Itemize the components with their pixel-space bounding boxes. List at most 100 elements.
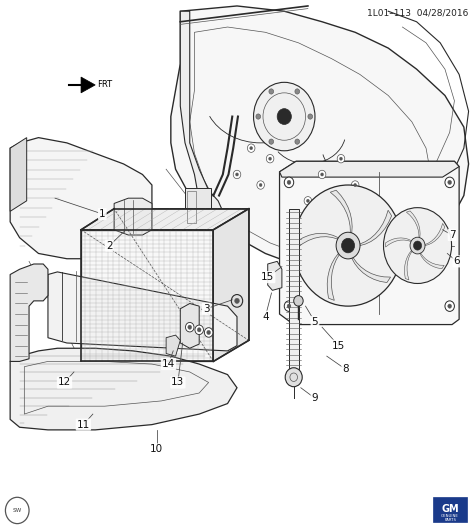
Polygon shape: [297, 233, 338, 248]
Circle shape: [342, 238, 355, 253]
Circle shape: [336, 232, 360, 259]
Circle shape: [195, 325, 203, 335]
Circle shape: [337, 155, 345, 163]
Text: 5: 5: [312, 317, 319, 327]
Text: 15: 15: [332, 341, 345, 351]
Circle shape: [295, 89, 300, 94]
Polygon shape: [280, 162, 459, 325]
Polygon shape: [330, 190, 352, 233]
Circle shape: [204, 328, 213, 337]
Polygon shape: [425, 223, 445, 246]
Text: GM: GM: [441, 504, 459, 514]
Polygon shape: [166, 335, 180, 356]
Circle shape: [339, 157, 342, 161]
Text: 14: 14: [162, 359, 175, 369]
Polygon shape: [10, 264, 48, 362]
Polygon shape: [352, 258, 391, 282]
Polygon shape: [180, 11, 223, 227]
Circle shape: [259, 183, 262, 186]
Circle shape: [448, 304, 452, 308]
Circle shape: [448, 180, 452, 184]
Circle shape: [197, 328, 201, 332]
Circle shape: [445, 301, 455, 312]
Circle shape: [294, 296, 303, 306]
Text: 4: 4: [262, 312, 269, 322]
Circle shape: [287, 180, 291, 184]
Circle shape: [254, 82, 315, 151]
Circle shape: [308, 114, 313, 119]
Polygon shape: [360, 210, 392, 246]
Polygon shape: [171, 6, 469, 269]
Circle shape: [287, 304, 291, 308]
Text: GENUINE
PARTS: GENUINE PARTS: [441, 514, 459, 522]
Text: FRT: FRT: [98, 80, 113, 89]
Polygon shape: [10, 348, 237, 430]
Circle shape: [294, 185, 402, 306]
Polygon shape: [81, 230, 213, 362]
Polygon shape: [280, 162, 459, 177]
Polygon shape: [180, 304, 199, 348]
Bar: [187, 191, 196, 223]
Polygon shape: [327, 253, 339, 300]
Text: 13: 13: [171, 378, 184, 388]
Text: 6: 6: [454, 257, 460, 266]
Circle shape: [410, 237, 425, 254]
Circle shape: [185, 323, 194, 332]
Circle shape: [445, 177, 455, 187]
Text: 3: 3: [203, 304, 210, 314]
Polygon shape: [48, 272, 237, 351]
Circle shape: [285, 367, 302, 386]
Text: 1: 1: [99, 209, 106, 219]
Circle shape: [284, 177, 294, 187]
Text: 2: 2: [106, 241, 113, 251]
Circle shape: [236, 173, 238, 176]
Circle shape: [318, 170, 326, 178]
Circle shape: [383, 208, 452, 284]
Bar: [289, 209, 299, 369]
Circle shape: [256, 114, 261, 119]
Text: 10: 10: [150, 445, 163, 455]
Bar: [433, 497, 467, 522]
Polygon shape: [404, 250, 412, 280]
Text: 12: 12: [58, 378, 71, 388]
Text: 1L01–113  04/28/2016: 1L01–113 04/28/2016: [367, 8, 469, 17]
Circle shape: [320, 173, 323, 176]
Circle shape: [351, 181, 359, 189]
Circle shape: [257, 181, 264, 189]
Circle shape: [284, 301, 294, 312]
Circle shape: [304, 196, 312, 205]
Bar: [185, 187, 211, 224]
Circle shape: [354, 183, 356, 186]
Text: sw: sw: [12, 507, 22, 513]
Circle shape: [266, 155, 274, 163]
Circle shape: [207, 331, 210, 335]
Polygon shape: [420, 253, 444, 269]
Circle shape: [295, 139, 300, 144]
Polygon shape: [385, 238, 411, 247]
Polygon shape: [81, 77, 95, 93]
Polygon shape: [406, 211, 420, 238]
Polygon shape: [268, 261, 282, 290]
Circle shape: [307, 199, 310, 202]
Circle shape: [250, 147, 253, 150]
Polygon shape: [10, 138, 27, 211]
Circle shape: [277, 109, 292, 125]
Polygon shape: [114, 198, 152, 235]
Circle shape: [235, 298, 239, 304]
Polygon shape: [81, 209, 249, 230]
Text: 8: 8: [342, 364, 349, 374]
Circle shape: [269, 89, 273, 94]
Circle shape: [233, 170, 241, 178]
Text: 11: 11: [77, 420, 90, 430]
Circle shape: [247, 144, 255, 153]
Circle shape: [413, 241, 421, 250]
Text: 7: 7: [449, 230, 456, 240]
Circle shape: [188, 325, 191, 329]
Text: 15: 15: [261, 272, 274, 282]
Polygon shape: [213, 209, 249, 362]
Polygon shape: [10, 138, 152, 259]
Circle shape: [231, 295, 243, 307]
Text: 9: 9: [312, 393, 319, 403]
Circle shape: [269, 139, 273, 144]
Circle shape: [269, 157, 272, 161]
